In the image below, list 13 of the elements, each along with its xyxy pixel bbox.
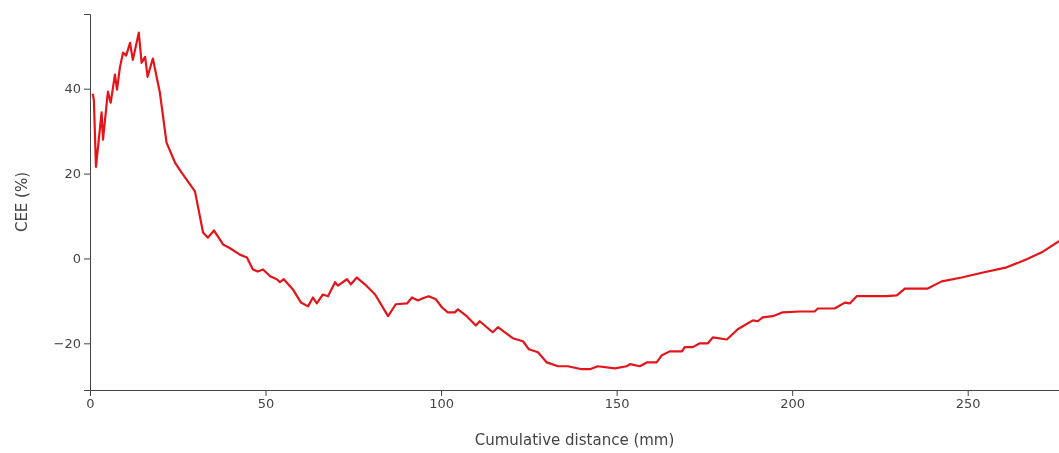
y-tick-label: −20: [53, 335, 81, 351]
x-tick-label: 100: [429, 396, 454, 412]
y-tick-label: 40: [64, 81, 81, 97]
line-series: [91, 31, 1059, 371]
x-tick-label: 200: [780, 396, 806, 412]
x-tick-label: 0: [86, 396, 95, 412]
x-tick-label: 50: [257, 396, 275, 412]
y-tick-label: 0: [72, 251, 81, 267]
y-tick-label: 20: [64, 166, 81, 182]
y-axis-title: CEE (%): [13, 171, 31, 233]
x-tick-label: 250: [955, 396, 981, 412]
x-tick-label: 150: [604, 396, 630, 412]
x-axis-title: Cumulative distance (mm): [474, 431, 675, 449]
